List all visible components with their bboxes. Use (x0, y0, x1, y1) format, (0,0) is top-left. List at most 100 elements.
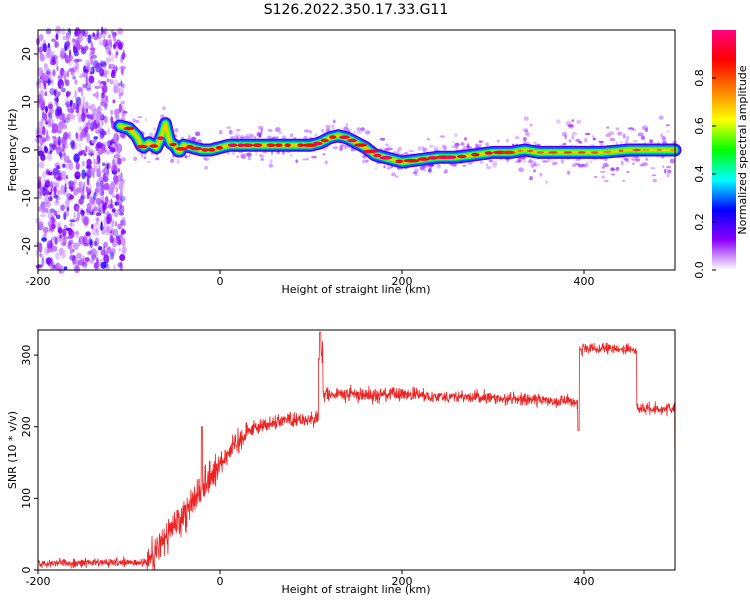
spectrogram-halo-speck (528, 159, 533, 164)
spectrogram-ridge-peak (354, 143, 368, 147)
spectrogram-halo-speck (235, 129, 241, 132)
snr-y-tick-label: 100 (20, 488, 33, 509)
spectrogram-noise-speck (42, 137, 47, 143)
spectrogram-noise-speck (87, 145, 91, 156)
spectrogram-halo-speck (564, 134, 567, 140)
spectrogram-noise-speck (111, 208, 116, 213)
spectrogram-halo-speck (572, 163, 577, 168)
spectrogram-halo-speck (632, 140, 639, 143)
spectrogram-noise-speck (82, 83, 88, 89)
spectrogram-ridge-peak (297, 143, 304, 147)
spectrogram-halo-speck (343, 143, 346, 147)
spectrogram-noise-speck (64, 163, 71, 169)
spectrogram-ridge-peak (313, 141, 323, 146)
spectrogram-ridge-peak (302, 143, 318, 147)
spectrogram-noise-speck (62, 120, 66, 124)
spectrogram-noise-speck (68, 112, 73, 122)
spectrogram-noise-speck (85, 59, 91, 69)
spectrogram-x-tick-label: 400 (574, 275, 595, 288)
spectrogram-halo-speck (551, 161, 556, 166)
spectrogram-noise-speck (90, 167, 95, 172)
colorbar-label: Normalized spectral amplitude (736, 65, 749, 234)
spectrogram-noise-speck (113, 84, 119, 94)
spectrogram-noise-speck (101, 230, 106, 235)
spectrogram-noise-speck (69, 245, 73, 255)
spectrogram-halo-speck (632, 162, 635, 165)
spectrogram-halo-speck (429, 144, 434, 148)
spectrogram-ridge-peak (517, 149, 524, 152)
spectrogram-noise-speck (64, 79, 70, 87)
spectrogram-noise-speck (83, 46, 89, 50)
snr-x-tick-label: 0 (217, 575, 224, 588)
spectrogram-noise-speck (103, 70, 110, 75)
spectrogram-ridge-peak (136, 144, 148, 149)
spectrogram-ridge-peak (445, 155, 457, 159)
spectrogram-noise-speck (39, 84, 46, 90)
spectrogram-noise-speck (98, 128, 105, 134)
spectrogram-y-tick-label: 20 (20, 47, 33, 61)
spectrogram-noise-speck (101, 119, 104, 126)
spectrogram-noise-speck (105, 227, 110, 236)
spectrogram-halo-speck (610, 168, 615, 172)
snr-x-label: Height of straight line (km) (281, 583, 430, 596)
spectrogram-halo-speck (642, 125, 648, 131)
spectrogram-x-tick-label: 200 (392, 275, 413, 288)
spectrogram-halo-speck (259, 153, 264, 158)
spectrogram-noise-speck (84, 257, 90, 262)
spectrogram-noise-speck (121, 157, 126, 162)
spectrogram-halo-speck (429, 166, 433, 171)
spectrogram-noise-speck (72, 102, 77, 110)
spectrogram-halo-speck (196, 139, 202, 143)
spectrogram-noise-speck (77, 117, 83, 123)
spectrogram-noise-speck (44, 91, 48, 97)
spectrogram-ridge-peak (471, 152, 480, 157)
spectrogram-noise-speck (117, 173, 121, 183)
spectrogram-halo-speck (218, 129, 223, 135)
spectrogram-noise-speck (79, 127, 85, 131)
spectrogram-halo-speck (542, 160, 549, 163)
spectrogram-halo-speck (615, 127, 620, 130)
spectrogram-halo-speck (455, 146, 459, 149)
spectrogram-noise-speck (63, 266, 68, 271)
spectrogram-noise-speck (105, 149, 111, 155)
spectrogram-noise-speck (55, 176, 63, 181)
spectrogram-noise-speck (115, 51, 119, 56)
spectrogram-halo-speck (639, 164, 644, 167)
spectrogram-halo-speck (523, 116, 529, 121)
spectrogram-noise-speck (114, 212, 119, 218)
spectrogram-noise-speck (68, 136, 72, 140)
spectrogram-noise-speck (96, 152, 99, 162)
spectrogram-halo-speck (414, 168, 419, 174)
spectrogram-noise-speck (93, 158, 96, 166)
spectrogram-halo-speck (423, 168, 427, 172)
spectrogram-noise-speck (40, 203, 43, 209)
spectrogram-noise-speck (82, 255, 86, 265)
spectrogram-noise-speck (100, 80, 107, 85)
spectrogram-noise-speck (56, 97, 59, 103)
spectrogram-noise-speck (94, 188, 99, 194)
spectrogram-halo-speck (184, 155, 188, 159)
spectrogram-noise-speck (75, 133, 81, 142)
spectrogram-halo-speck (571, 131, 578, 136)
spectrogram-halo-speck (325, 124, 331, 129)
spectrogram-noise-speck (114, 221, 118, 227)
spectrogram-noise-speck (118, 82, 121, 87)
spectrogram-halo-speck (267, 128, 273, 133)
spectrogram-halo-speck (492, 163, 498, 169)
spectrogram-noise-speck (87, 105, 93, 110)
spectrogram-halo-speck (388, 145, 392, 151)
spectrogram-halo-speck (529, 176, 533, 181)
spectrogram-ridge-peak (227, 143, 238, 147)
spectrogram-ridge-peak (548, 151, 558, 154)
spectrogram-noise-speck (83, 242, 89, 247)
spectrogram-ridge-peak (175, 147, 188, 151)
spectrogram-noise-speck (105, 46, 110, 55)
spectrogram-noise-speck (94, 114, 100, 120)
spectrogram-noise-speck (61, 228, 67, 237)
spectrogram-halo-speck (226, 126, 231, 129)
spectrogram-noise-speck (102, 84, 108, 94)
spectrogram-halo-speck (462, 164, 467, 167)
snr-plot-area (38, 330, 675, 570)
spectrogram-halo-speck (577, 163, 584, 168)
spectrogram-halo-speck (585, 132, 591, 136)
